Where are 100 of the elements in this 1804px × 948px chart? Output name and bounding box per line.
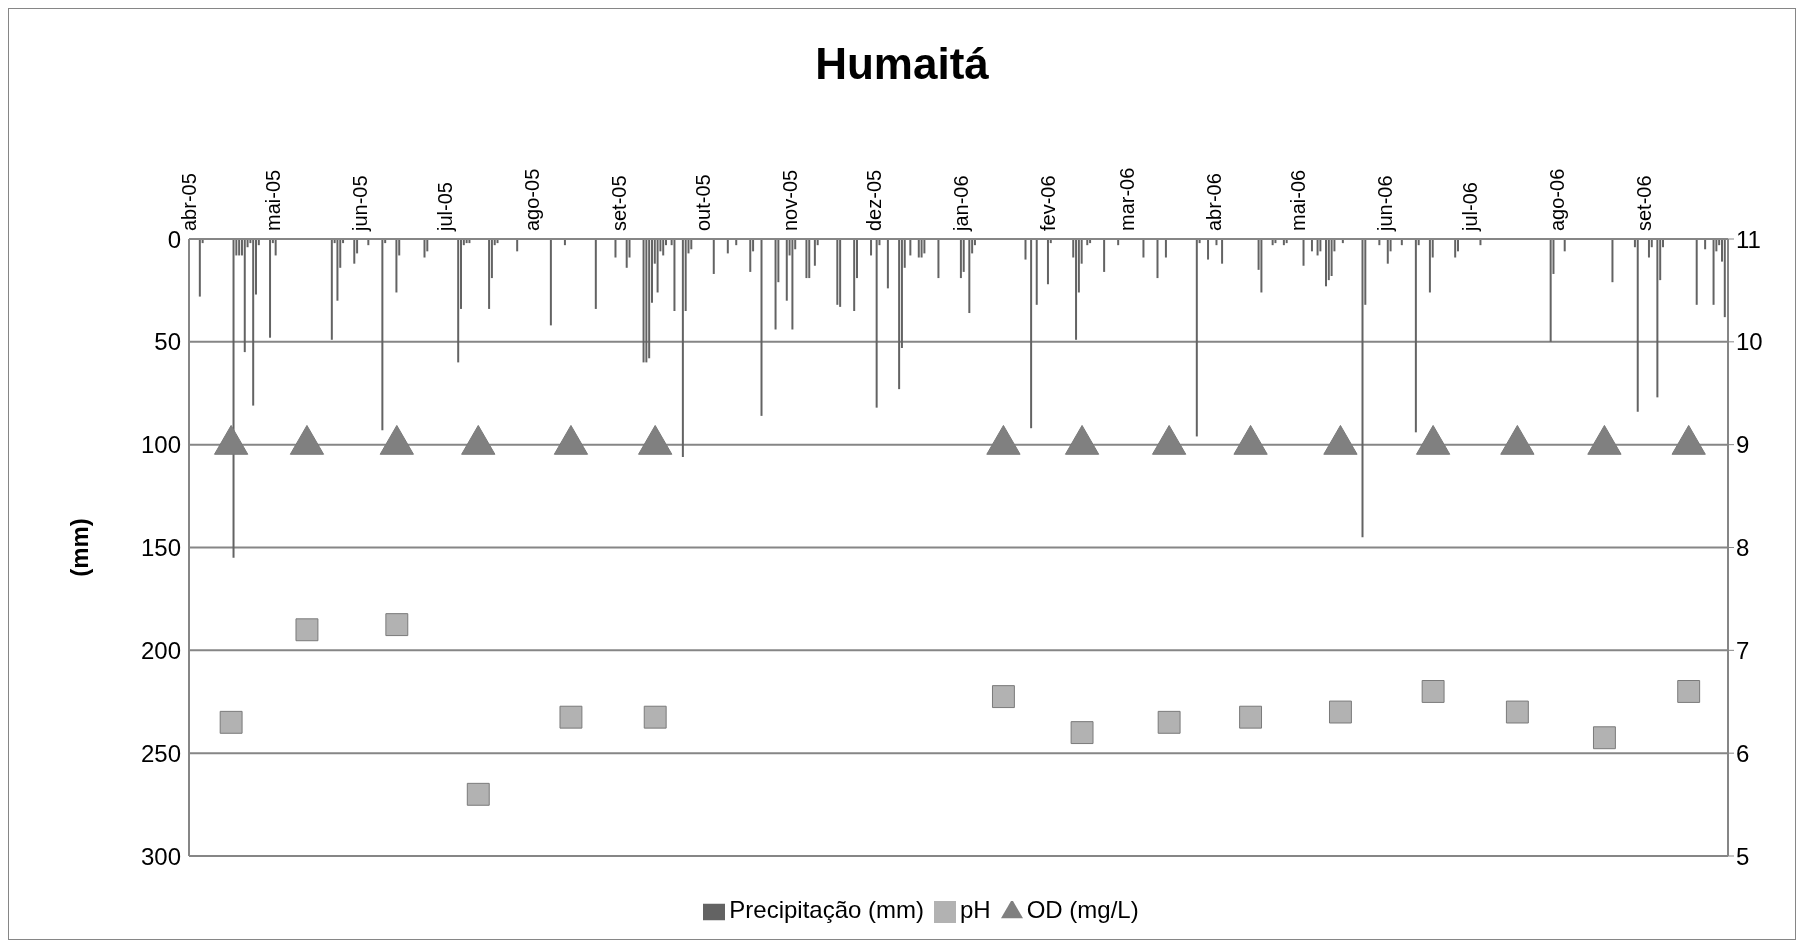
- legend-label: pH: [960, 896, 991, 923]
- bar: [1075, 239, 1078, 340]
- bar: [252, 239, 255, 406]
- x-tick-label: jul-05: [433, 182, 456, 232]
- y2-tick-label: 6: [1736, 739, 1750, 767]
- bar: [1195, 239, 1198, 437]
- bar: [269, 239, 272, 338]
- bar: [785, 239, 788, 301]
- x-tick-label: set-06: [1632, 175, 1655, 231]
- bar: [1414, 239, 1417, 433]
- legend-label: OD (mg/L): [1026, 896, 1139, 923]
- bar: [330, 239, 333, 340]
- bar: [395, 239, 398, 293]
- y2-tick-label: 9: [1736, 431, 1750, 459]
- bar: [1325, 239, 1327, 287]
- bar: [749, 239, 752, 272]
- bar: [642, 239, 645, 363]
- bar: [274, 239, 277, 256]
- x-tick-label: out-05: [691, 174, 714, 231]
- bar: [853, 239, 856, 311]
- y2-tick-label: 10: [1736, 328, 1763, 356]
- bar: [805, 239, 808, 279]
- x-tick-label: set-05: [607, 175, 630, 231]
- legend-label: Precipitação (mm): [729, 896, 924, 923]
- y2-tick-label: 7: [1736, 636, 1750, 664]
- bar: [760, 239, 763, 416]
- bar: [1647, 239, 1650, 258]
- bar: [549, 239, 552, 326]
- bar: [381, 239, 384, 431]
- chart-title: Humaitá: [814, 38, 990, 89]
- bar: [336, 239, 339, 301]
- bar: [594, 239, 597, 309]
- x-tick-label: jul-06: [1458, 182, 1481, 232]
- bar: [836, 239, 839, 305]
- bar: [791, 239, 794, 330]
- bar: [1428, 239, 1431, 293]
- bar: [232, 239, 235, 558]
- bar: [1260, 239, 1263, 293]
- bar: [839, 239, 842, 307]
- y-tick-label: 100: [140, 431, 181, 459]
- bar: [726, 239, 729, 254]
- bar: [1164, 239, 1167, 258]
- x-tick-label: mar-06: [1116, 167, 1138, 231]
- bar: [648, 239, 651, 359]
- bar: [959, 239, 962, 279]
- x-tick-label: ago-05: [520, 168, 543, 231]
- bar: [645, 239, 648, 363]
- bar: [875, 239, 878, 408]
- x-tick-label: mai-06: [1287, 169, 1310, 231]
- bar: [808, 239, 811, 279]
- x-tick-label: abr-06: [1203, 173, 1226, 231]
- bar: [662, 239, 665, 256]
- bar: [488, 239, 491, 309]
- bar: [423, 239, 426, 258]
- bar: [1142, 239, 1145, 258]
- bar: [1712, 239, 1715, 305]
- bar: [1549, 239, 1552, 342]
- bar: [1302, 239, 1305, 266]
- y-axis-title: (mm): [65, 518, 93, 577]
- x-tick-label: ago-06: [1545, 168, 1568, 231]
- bar: [917, 239, 920, 258]
- bar: [614, 239, 617, 258]
- bar: [1454, 239, 1457, 258]
- bar: [813, 239, 816, 266]
- y-tick-label: 50: [154, 328, 181, 356]
- y-tick-label: 150: [140, 534, 181, 562]
- bar: [1024, 239, 1027, 260]
- x-tick-label: jun-05: [349, 175, 372, 232]
- x-tick-label: dez-05: [863, 169, 886, 231]
- bar: [1030, 239, 1033, 429]
- x-tick-label: jun-06: [1374, 175, 1397, 232]
- bar: [870, 239, 873, 256]
- y-tick-label: 0: [167, 225, 181, 253]
- bar: [1723, 239, 1726, 318]
- y2-tick-label: 8: [1736, 534, 1750, 562]
- x-tick-label: abr-05: [178, 173, 200, 231]
- bar: [1046, 239, 1049, 285]
- bar: [886, 239, 889, 289]
- bar: [1611, 239, 1614, 283]
- y2-tick-label: 11: [1736, 225, 1761, 253]
- y-tick-label: 200: [140, 636, 181, 664]
- x-tick-label: nov-05: [779, 169, 801, 231]
- bar: [1207, 239, 1210, 260]
- bar: [1695, 239, 1698, 305]
- bar: [923, 239, 926, 254]
- bar: [1386, 239, 1389, 264]
- bar: [1103, 239, 1106, 272]
- y-tick-label: 300: [140, 842, 181, 870]
- bar: [1035, 239, 1038, 305]
- bar: [1636, 239, 1639, 412]
- bar: [457, 239, 460, 363]
- bar: [968, 239, 971, 314]
- bar: [656, 239, 659, 293]
- bar: [1221, 239, 1224, 264]
- bar: [198, 239, 201, 297]
- bar: [673, 239, 676, 311]
- y-tick-label: 250: [140, 739, 181, 767]
- bar: [1361, 239, 1364, 538]
- x-tick-label: fev-06: [1037, 175, 1060, 231]
- bar: [920, 239, 923, 258]
